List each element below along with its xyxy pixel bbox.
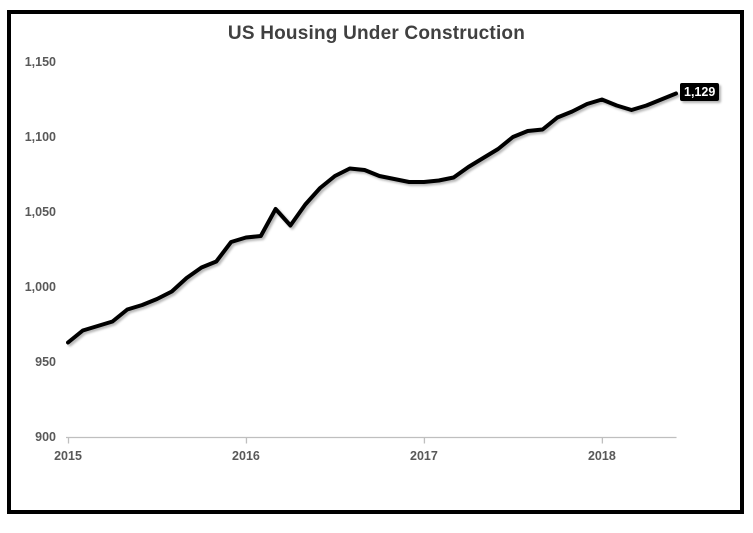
y-tick-label-950: 950: [35, 355, 56, 369]
y-tick-label-1000: 1,000: [24, 280, 56, 294]
chart-frame: [7, 10, 744, 514]
x-tick-label-2018: 2018: [587, 449, 616, 463]
y-tick-label-900: 900: [35, 430, 56, 444]
x-axis: [66, 436, 677, 444]
last-value-label: 1,129: [680, 83, 720, 101]
y-tick-label-1150: 1,150: [24, 55, 56, 69]
series-line: [66, 91, 678, 345]
x-tick-label-2017: 2017: [410, 449, 438, 463]
x-tick-label-2015: 2015: [54, 449, 82, 463]
x-tick-label-2016: 2016: [232, 449, 260, 463]
y-tick-label-1050: 1,050: [24, 205, 56, 219]
y-tick-label-1100: 1,100: [24, 130, 56, 144]
chart-title: US Housing Under Construction: [227, 23, 526, 44]
